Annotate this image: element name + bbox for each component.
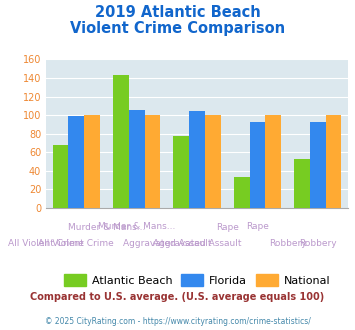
Text: Rape: Rape bbox=[216, 223, 239, 232]
Bar bbox=[129, 111, 144, 208]
Legend: Atlantic Beach, Florida, National: Atlantic Beach, Florida, National bbox=[59, 270, 335, 290]
Bar bbox=[265, 115, 281, 208]
Text: 2019 Atlantic Beach: 2019 Atlantic Beach bbox=[95, 5, 260, 20]
Bar bbox=[294, 159, 310, 208]
Text: Murder & Mans...: Murder & Mans... bbox=[68, 223, 145, 232]
Text: Robbery: Robbery bbox=[269, 239, 306, 248]
Text: © 2025 CityRating.com - https://www.cityrating.com/crime-statistics/: © 2025 CityRating.com - https://www.city… bbox=[45, 317, 310, 326]
Bar bbox=[189, 112, 205, 208]
Bar bbox=[113, 75, 129, 208]
Bar bbox=[250, 121, 265, 208]
Bar bbox=[205, 115, 220, 208]
Bar bbox=[53, 145, 69, 208]
Text: Aggravated Assault: Aggravated Assault bbox=[122, 239, 211, 248]
Bar bbox=[326, 115, 341, 208]
Text: Aggravated Assault: Aggravated Assault bbox=[153, 239, 241, 248]
Text: All Violent Crime: All Violent Crime bbox=[8, 239, 84, 248]
Text: Violent Crime Comparison: Violent Crime Comparison bbox=[70, 21, 285, 36]
Text: All Violent Crime: All Violent Crime bbox=[38, 239, 114, 248]
Bar bbox=[69, 116, 84, 208]
Text: Rape: Rape bbox=[246, 222, 269, 231]
Bar bbox=[234, 177, 250, 208]
Bar bbox=[84, 115, 100, 208]
Bar bbox=[174, 136, 189, 208]
Text: Compared to U.S. average. (U.S. average equals 100): Compared to U.S. average. (U.S. average … bbox=[31, 292, 324, 302]
Bar bbox=[144, 115, 160, 208]
Text: Murder & Mans...: Murder & Mans... bbox=[98, 222, 175, 231]
Bar bbox=[310, 121, 326, 208]
Text: Robbery: Robbery bbox=[299, 239, 337, 248]
